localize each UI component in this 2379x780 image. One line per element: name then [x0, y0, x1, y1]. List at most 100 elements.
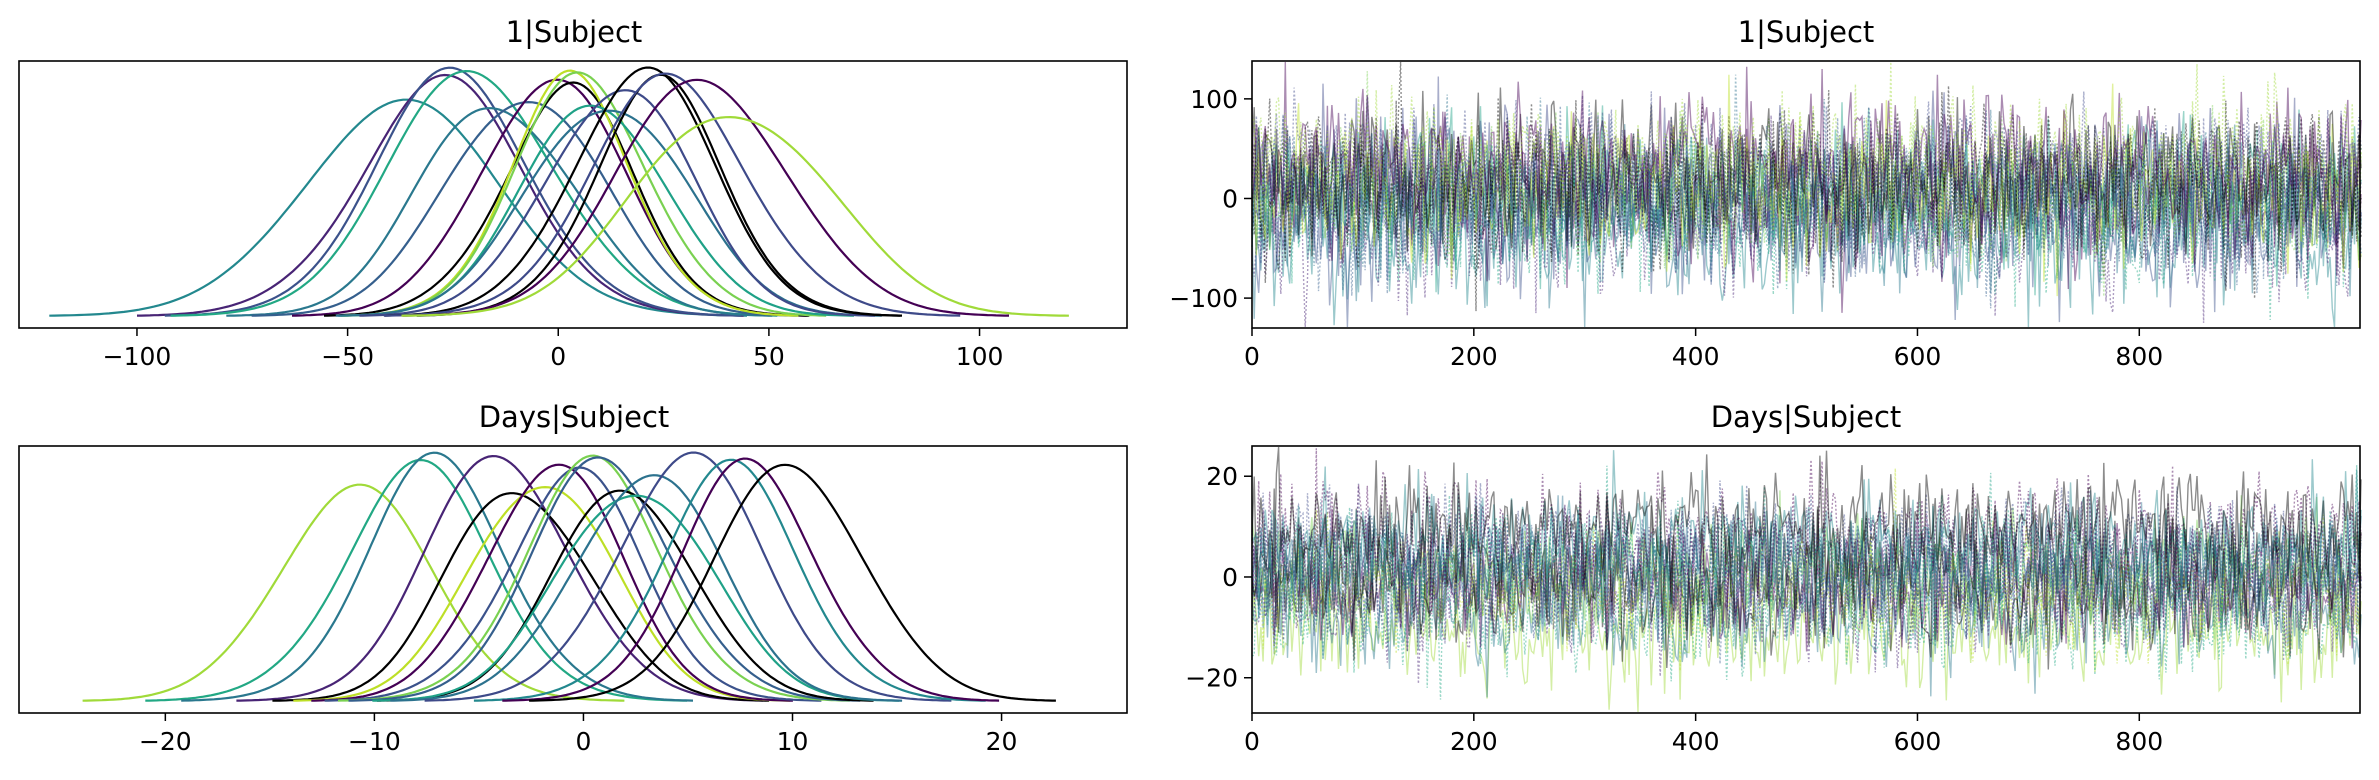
- trace-line: [1251, 446, 2362, 605]
- panel-title: Days|Subject: [479, 400, 670, 434]
- trace-line: [1251, 510, 2362, 661]
- trace-line: [1251, 505, 2362, 684]
- trace-line: [1251, 61, 2362, 277]
- y-tick-label: 0: [1222, 184, 1238, 213]
- x-tick-label: 50: [753, 342, 785, 371]
- y-tick-label: 100: [1190, 85, 1238, 114]
- density-curve: [164, 66, 742, 317]
- x-axis-ticks: 0 200 400 600 800: [1244, 713, 2163, 756]
- y-tick-label: −100: [1169, 284, 1238, 313]
- density-curve: [473, 458, 986, 702]
- trace-line: [1251, 102, 2362, 296]
- x-tick-label: 600: [1894, 727, 1942, 756]
- panel-density-intercept: 1|Subject −100 −50 0 50 100: [18, 15, 1128, 371]
- axes-frame: [1251, 60, 2361, 329]
- x-tick-label: −10: [348, 727, 401, 756]
- x-tick-label: 800: [2115, 727, 2163, 756]
- density-curve: [502, 457, 1000, 702]
- trace-line: [1251, 61, 2362, 272]
- density-curve: [402, 78, 1009, 317]
- x-tick-label: 100: [956, 342, 1004, 371]
- trace-line: [1251, 116, 2362, 328]
- x-tick-label: 0: [575, 727, 591, 756]
- x-tick-label: 400: [1672, 342, 1720, 371]
- x-tick-label: 600: [1894, 342, 1942, 371]
- x-tick-label: 800: [2115, 342, 2163, 371]
- trace-line: [1251, 503, 2362, 670]
- x-tick-label: 0: [1244, 727, 1260, 756]
- y-tick-label: 0: [1222, 563, 1238, 592]
- trace-line: [1251, 142, 2362, 328]
- density-curve: [335, 109, 882, 317]
- density-curve: [272, 492, 770, 702]
- trace-line: [1251, 480, 2362, 639]
- x-tick-label: 400: [1672, 727, 1720, 756]
- density-curve: [390, 474, 903, 702]
- density-curve: [145, 458, 688, 702]
- trace-line: [1251, 450, 2362, 618]
- trace-line: [1251, 448, 2362, 621]
- x-tick-label: 200: [1450, 727, 1498, 756]
- axes-frame: [18, 445, 1128, 714]
- density-curve: [236, 454, 764, 702]
- trace-line: [1251, 100, 2362, 312]
- trace-line: [1251, 540, 2362, 698]
- density-curve: [82, 483, 625, 702]
- x-tick-label: −100: [103, 342, 172, 371]
- x-axis-ticks: −20 −10 0 10 20: [139, 713, 1018, 756]
- density-curve: [529, 463, 1056, 702]
- density-curve: [424, 451, 952, 702]
- trace-line: [1251, 129, 2362, 321]
- trace-line: [1251, 488, 2362, 661]
- x-tick-label: 0: [1244, 342, 1260, 371]
- trace-line: [1251, 508, 2362, 652]
- axes-frame: [18, 60, 1128, 329]
- density-curve: [137, 73, 744, 317]
- density-curve: [324, 466, 822, 702]
- density-curves: [49, 66, 1069, 317]
- x-tick-label: −50: [321, 342, 374, 371]
- density-curve: [401, 115, 1069, 317]
- trace-line: [1251, 115, 2362, 328]
- trace-line: [1251, 103, 2362, 313]
- x-tick-label: −20: [139, 727, 192, 756]
- y-tick-label: 20: [1206, 462, 1238, 491]
- density-curve: [348, 456, 861, 702]
- density-curve: [49, 98, 748, 317]
- y-axis-ticks: −100 0 100: [1169, 85, 1252, 313]
- density-curve: [226, 107, 773, 317]
- x-axis-ticks: −100 −50 0 50 100: [103, 328, 1004, 371]
- trace-line: [1251, 533, 2362, 713]
- density-curve: [337, 454, 850, 702]
- x-tick-label: 20: [986, 727, 1018, 756]
- panel-density-days: Days|Subject −20 −10 0 10 20: [18, 400, 1128, 756]
- trace-line: [1251, 499, 2362, 664]
- trace-line: [1251, 517, 2362, 700]
- panel-title: Days|Subject: [1711, 400, 1902, 434]
- trace-line: [1251, 76, 2362, 287]
- trace-line: [1251, 74, 2362, 280]
- y-tick-label: −20: [1185, 664, 1238, 693]
- density-curve: [372, 494, 900, 702]
- trace-line: [1251, 74, 2362, 297]
- density-curve: [384, 66, 901, 317]
- density-curve: [293, 485, 791, 702]
- trace-line: [1251, 87, 2362, 262]
- density-curves: [82, 451, 1056, 702]
- y-axis-ticks: −20 0 20: [1185, 462, 1252, 693]
- x-tick-label: 200: [1450, 342, 1498, 371]
- density-curve: [311, 463, 793, 702]
- trace-lines: [1251, 446, 2362, 713]
- panel-title: 1|Subject: [506, 15, 643, 49]
- axes-frame: [1251, 445, 2361, 714]
- x-tick-label: 10: [777, 727, 809, 756]
- x-tick-label: 0: [550, 342, 566, 371]
- density-curve: [383, 72, 961, 317]
- density-curve: [324, 81, 810, 317]
- panel-trace-days: Days|Subject 0 200 400 600 800 −20 0 20: [1185, 400, 2362, 756]
- trace-lines: [1251, 61, 2362, 328]
- trace-line: [1251, 490, 2362, 648]
- panel-title: 1|Subject: [1738, 15, 1875, 49]
